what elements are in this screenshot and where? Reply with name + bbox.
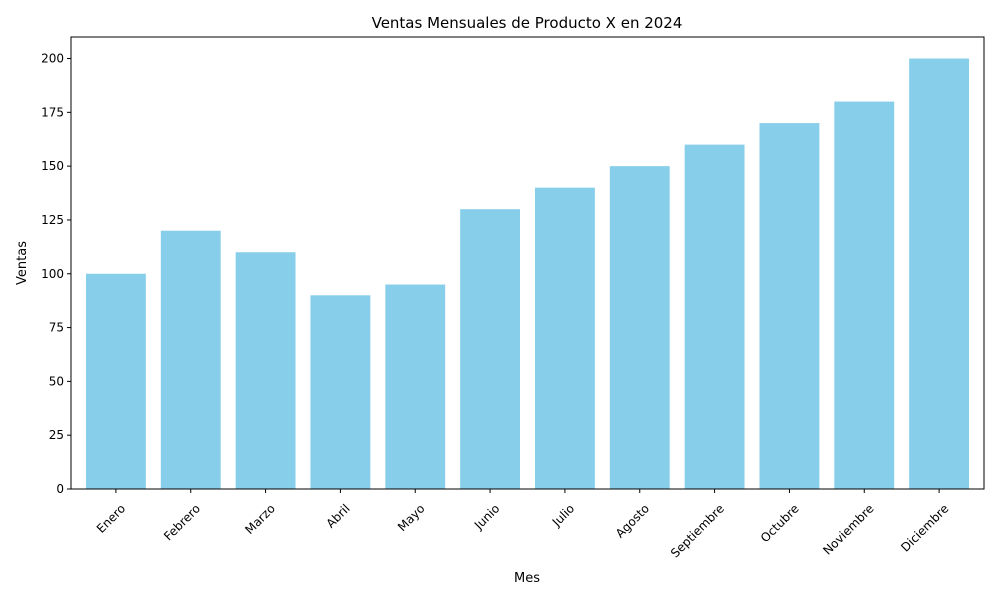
y-tick-label: 175 (41, 105, 64, 119)
bar-febrero (160, 230, 221, 489)
x-tick-label: Junio (471, 501, 502, 532)
bar-junio (460, 209, 521, 489)
x-tick-label: Septiembre (668, 501, 727, 560)
y-tick-label: 100 (41, 267, 64, 281)
x-tick-label: Agosto (613, 501, 652, 540)
x-tick-label: Marzo (242, 501, 278, 537)
bar-diciembre (909, 58, 970, 490)
x-axis-label: Mes (514, 571, 540, 586)
y-axis-label: Ventas (15, 241, 30, 285)
x-tick-label: Noviembre (820, 501, 876, 557)
bar-agosto (609, 166, 670, 489)
bars-group (85, 58, 970, 490)
x-tick-label: Abril (323, 501, 352, 530)
bar-enero (85, 273, 146, 489)
y-tick-label: 50 (49, 374, 64, 388)
y-tick-label: 125 (41, 213, 64, 227)
bar-abril (310, 295, 371, 489)
x-tick-label: Octubre (758, 501, 802, 545)
bar-noviembre (834, 101, 895, 490)
y-tick-label: 200 (41, 52, 64, 66)
bar-octubre (759, 123, 820, 489)
x-tick-label: Mayo (395, 501, 428, 534)
bar-mayo (385, 284, 446, 489)
y-tick-label: 150 (41, 159, 64, 173)
bar-septiembre (684, 144, 745, 489)
bar-julio (534, 187, 595, 489)
chart-title: Ventas Mensuales de Producto X en 2024 (372, 14, 683, 32)
bar-marzo (235, 252, 296, 489)
y-tick-label: 0 (56, 482, 64, 496)
y-tick-label: 25 (49, 428, 64, 442)
x-tick-label: Julio (549, 501, 577, 529)
x-tick-label: Febrero (161, 501, 203, 543)
y-tick-label: 75 (49, 321, 64, 335)
x-tick-label: Diciembre (898, 501, 951, 554)
y-axis: 0 25 50 75 100 125 150 175 200 (41, 52, 71, 496)
x-axis: Enero Febrero Marzo Abril Mayo Junio Julio Agos… (94, 489, 951, 560)
x-tick-label: Enero (94, 501, 128, 535)
plot-frame (70, 36, 985, 490)
